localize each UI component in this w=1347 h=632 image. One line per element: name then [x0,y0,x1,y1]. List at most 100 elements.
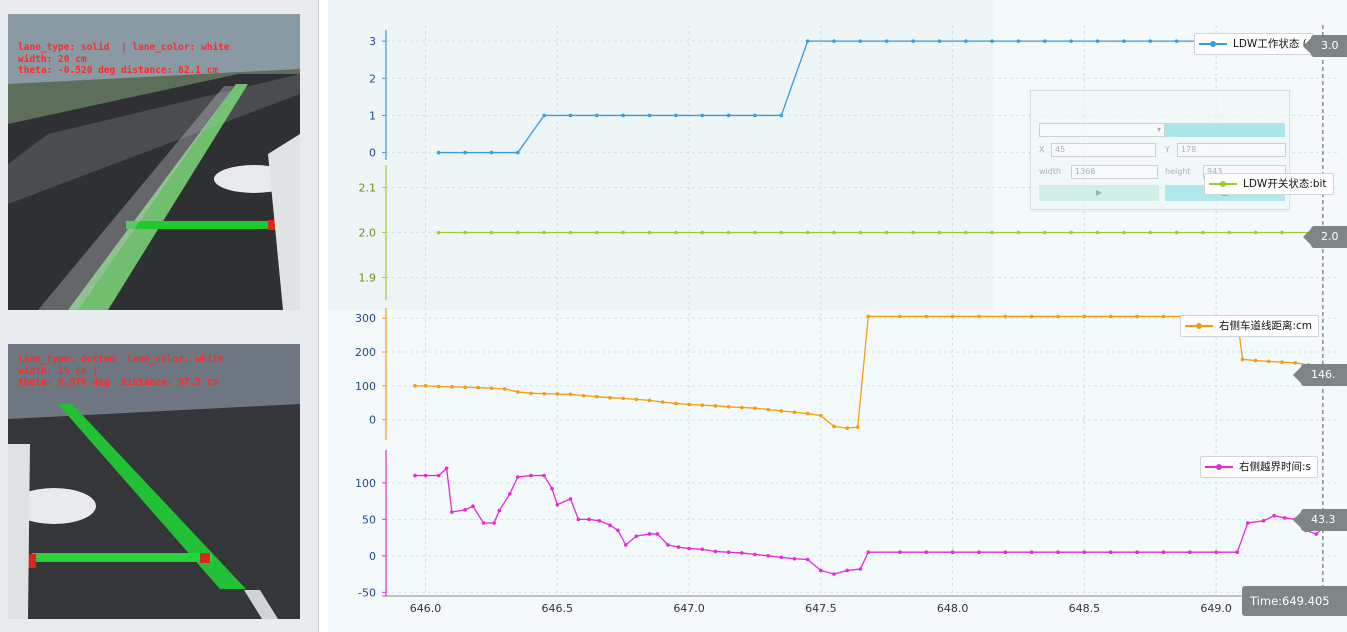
data-point [676,545,681,549]
data-point [726,113,731,118]
legend-right-cross-time[interactable]: 右侧越界时间:s [1200,456,1319,478]
data-point [726,550,731,554]
data-point [423,384,428,388]
time-readout: Time:649.405 [1242,586,1347,616]
data-point [1016,39,1021,43]
data-point [805,39,810,43]
data-point [819,568,823,573]
data-point [568,392,573,397]
x-tick-label: 648.5 [1069,602,1101,615]
legend-right-lane-dist[interactable]: 右侧车道线距离:cm [1180,315,1320,337]
data-point [1108,550,1113,554]
value-badge-right-cross-time: 43.3 [1293,509,1347,531]
data-point [753,113,757,118]
data-point [753,230,757,235]
data-point [1261,519,1266,523]
data-point [713,404,718,408]
data-point [436,473,441,478]
width-field[interactable]: 1368 [1071,165,1158,179]
data-point [950,550,955,554]
play-button[interactable]: ▶ [1039,185,1159,201]
road-image-bottom [8,344,300,619]
data-point [1245,521,1250,525]
data-point [779,230,784,235]
height-label: height [1165,167,1191,176]
data-point [1056,550,1060,554]
x-tick-label: 646.0 [410,602,442,615]
data-point [463,230,467,235]
data-point [937,230,942,235]
data-point [792,556,797,561]
legend-label: LDW工作状态 ( [1233,38,1307,50]
lane-info-line: lane_type: dotted lane_color: white [18,354,224,365]
data-point [423,473,428,478]
value-badge-ldw-work: 3.0 [1303,35,1347,57]
data-point [819,413,823,418]
y-field[interactable]: 178 [1177,143,1286,157]
data-point [977,550,981,554]
data-point [884,230,889,235]
data-point [898,314,902,319]
data-point [792,410,797,415]
data-point [700,547,705,552]
data-point [739,405,744,410]
x-field[interactable]: 45 [1051,143,1156,157]
play-icon: ▶ [1095,188,1103,197]
legend-ldw-work[interactable]: LDW工作状态 ( [1194,33,1314,55]
plot-panel[interactable]: 646.0 646.5 647.0 647.5 648.0 648.5 649.0 0 1 2 3 1… [328,0,1347,632]
data-point [1108,314,1113,319]
data-point [568,230,573,235]
data-point [739,551,744,555]
data-point [436,384,441,389]
data-point [647,113,652,118]
data-point [634,397,639,402]
data-point [1043,230,1047,235]
data-point [634,534,639,538]
lane-info-line: theta: -0.520 deg distance: 82.1 cm [18,65,219,76]
data-point [492,521,496,525]
data-point [805,411,810,416]
data-point [950,314,955,319]
select-region-button[interactable] [1165,123,1285,137]
data-point [1235,550,1240,554]
data-point [1003,550,1008,554]
data-point [1187,550,1192,554]
data-point [884,39,889,43]
preset-select[interactable]: ▾ [1039,123,1165,137]
data-point [436,230,441,235]
data-point [463,150,467,155]
signal-plot[interactable]: 646.0 646.5 647.0 647.5 648.0 648.5 649.0 0 1 2 3 1… [328,0,1347,632]
data-point [1016,230,1021,235]
x-tick-label: 647.5 [805,602,837,615]
data-point [1056,314,1060,319]
legend-ldw-switch[interactable]: LDW开关状态:bit [1204,173,1334,195]
data-point [753,406,757,410]
data-point [515,230,520,235]
y-tick-label: 3 [369,35,376,48]
data-point [1029,550,1034,554]
data-point [621,113,625,118]
data-point [1082,314,1087,319]
data-point [436,150,441,155]
data-point [497,508,502,513]
x-tick-label: 646.5 [542,602,574,615]
data-point [489,386,494,391]
data-point [1280,230,1284,235]
data-point [542,113,546,118]
data-point [555,502,560,507]
data-point [1282,516,1287,520]
data-point [1082,550,1087,554]
data-point [1214,550,1218,554]
data-point [1148,39,1153,43]
y-tick-label: 1 [369,109,376,122]
y-tick-label: 100 [355,380,376,393]
value-badge-ldw-switch: 2.0 [1303,226,1347,248]
data-point [489,150,494,155]
data-point [1122,39,1126,43]
data-point [568,113,573,118]
data-point [937,39,942,43]
data-point [726,230,731,235]
data-point [911,230,915,235]
data-point [413,473,417,478]
lane-info-line: width: 15 cm ) [18,365,99,377]
